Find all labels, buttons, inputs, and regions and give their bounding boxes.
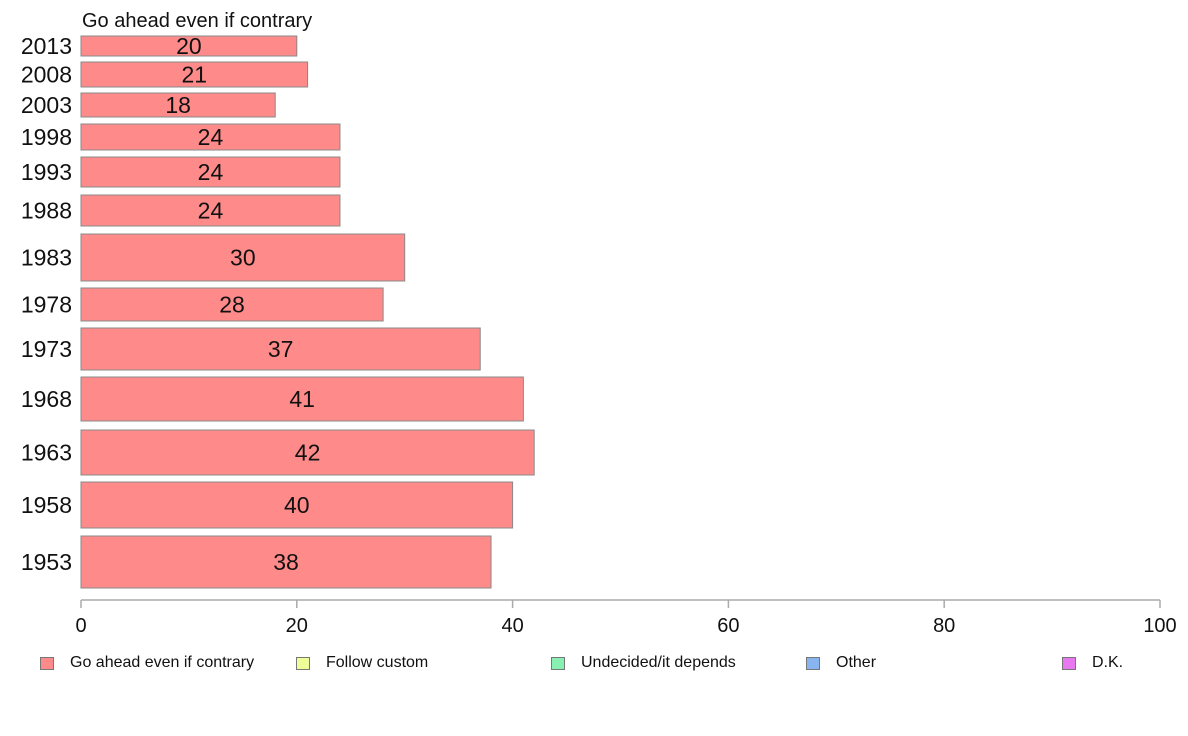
data-label: 24: [198, 124, 224, 150]
y-tick-label: 1998: [21, 124, 72, 150]
bar-2013: [80, 35, 298, 57]
legend-label: Other: [836, 654, 877, 671]
bar-2003: [80, 92, 276, 118]
x-tick-label: 60: [717, 615, 739, 637]
y-tick-label: 1983: [21, 245, 72, 271]
legend-swatch: [296, 656, 310, 670]
y-tick-label: 1978: [21, 292, 72, 318]
bar-1988: [80, 194, 341, 227]
legend-label: Follow custom: [326, 654, 429, 671]
legend-swatch: [40, 656, 54, 670]
legend-item-follow-custom: Follow custom: [296, 654, 428, 672]
data-label: 20: [176, 33, 202, 59]
data-label: 38: [273, 549, 299, 575]
legend-label: Undecided/it depends: [581, 654, 736, 671]
y-tick-label: 1973: [21, 336, 72, 362]
y-tick-label: 2003: [21, 92, 72, 118]
x-tick-label: 20: [286, 615, 308, 637]
bar-1983: [80, 233, 406, 282]
legend-item-go-ahead: Go ahead even if contrary: [40, 654, 254, 672]
bar-1968: [80, 376, 524, 422]
x-axis: 0 20 40 60 80 100: [75, 599, 1177, 637]
legend-label: D.K.: [1092, 654, 1124, 671]
y-tick-label: 1963: [21, 440, 72, 466]
legend-swatch: [1062, 656, 1076, 670]
data-label: 28: [219, 292, 245, 318]
legend-swatch: [806, 656, 820, 670]
data-label: 21: [181, 62, 207, 88]
y-tick-label: 1958: [21, 492, 72, 518]
data-label: 24: [198, 198, 224, 224]
y-tick-label: 1988: [21, 198, 72, 224]
x-tick-label: 0: [75, 615, 86, 637]
x-tick-label: 40: [501, 615, 523, 637]
legend-item-dk: D.K.: [1062, 654, 1123, 672]
legend-label: Go ahead even if contrary: [70, 654, 255, 671]
y-tick-label: 2008: [21, 62, 72, 88]
bar-1993: [80, 156, 341, 188]
data-label: 24: [198, 159, 224, 185]
bar-1963: [80, 429, 535, 476]
x-tick-label: 80: [933, 615, 955, 637]
x-tick-label: 100: [1143, 615, 1176, 637]
bar-1998: [80, 123, 341, 151]
y-tick-label: 1953: [21, 549, 72, 575]
y-tick-label: 2013: [21, 33, 72, 59]
bar-1953: [80, 535, 492, 589]
bars-group: 2013 20 2008 21 2003 18 1998 24 1993 24 1988 24 1983…: [21, 33, 535, 589]
data-label: 30: [230, 245, 256, 271]
data-label: 42: [295, 440, 321, 466]
data-label: 41: [289, 386, 315, 412]
data-label: 18: [165, 92, 191, 118]
legend-item-other: Other: [806, 654, 876, 672]
bar-1978: [80, 287, 384, 322]
data-label: 37: [268, 336, 294, 362]
bar-1958: [80, 481, 514, 529]
legend-item-undecided: Undecided/it depends: [551, 654, 736, 672]
bar-2008: [80, 61, 309, 88]
chart-title: Go ahead even if contrary: [82, 10, 312, 32]
y-tick-label: 1993: [21, 159, 72, 185]
bar-1973: [80, 327, 481, 371]
legend: Go ahead even if contrary Follow custom …: [0, 654, 1188, 674]
y-tick-label: 1968: [21, 386, 72, 412]
data-label: 40: [284, 492, 310, 518]
legend-swatch: [551, 656, 565, 670]
